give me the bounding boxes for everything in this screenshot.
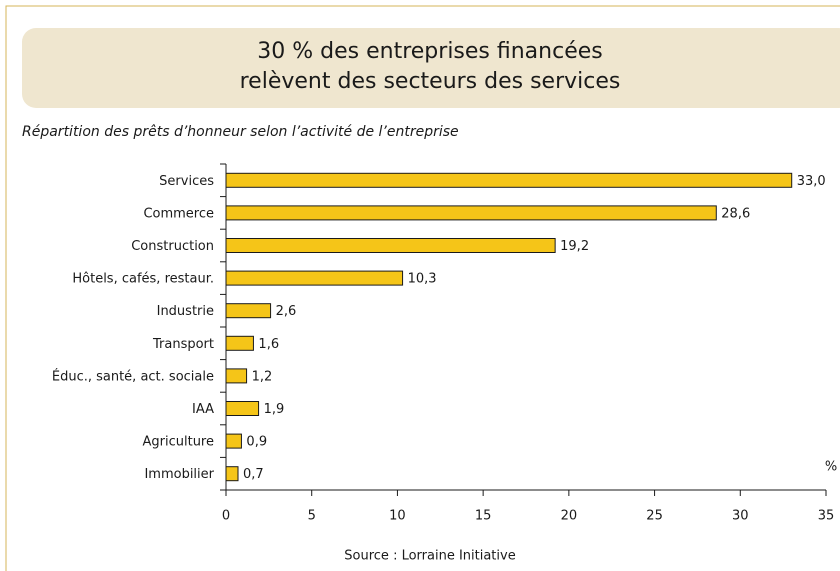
x-tick-label: 25 [646,509,663,524]
value-label: 1,9 [264,402,285,417]
x-tick-label: 35 [818,509,835,524]
bar [225,401,260,416]
value-label: 19,2 [560,239,589,254]
bar [225,368,248,384]
y-tick-label: Transport [152,337,214,352]
value-label: 10,3 [408,272,437,287]
value-label: 33,0 [797,174,826,189]
bar [225,433,242,449]
x-tick-label: 15 [475,509,492,524]
x-tick-label: 5 [308,509,316,524]
y-tick-label: Hôtels, cafés, restaur. [72,272,214,287]
x-unit: % [825,460,837,475]
title-box [22,28,840,108]
value-label: 0,9 [246,435,267,450]
subtitle: Répartition des prêts d’honneur selon l’… [22,124,459,140]
bar [225,205,717,221]
x-tick-label: 30 [732,509,749,524]
bar [225,238,556,253]
bar [225,466,239,482]
y-tick-label: IAA [192,402,214,417]
bar [225,303,272,319]
source: Source : Lorraine Initiative [344,549,515,564]
value-label: 1,6 [258,337,279,352]
value-label: 28,6 [721,206,750,221]
bar [225,172,793,188]
x-tick-label: 0 [222,509,230,524]
value-label: 1,2 [252,369,273,384]
chart-title: relèvent des secteurs des services [240,69,621,94]
bar [225,335,254,351]
x-tick-label: 10 [389,509,406,524]
y-tick-label: Éduc., santé, act. sociale [52,368,214,384]
bar [225,270,404,286]
chart-title: 30 % des entreprises financées [257,39,602,64]
frame [5,5,840,571]
y-tick-label: Commerce [143,206,214,221]
y-tick-label: Immobilier [144,467,214,482]
value-label: 0,7 [243,467,264,482]
y-tick-label: Agriculture [143,435,215,450]
value-label: 2,6 [276,304,297,319]
y-tick-label: Construction [131,239,214,254]
y-tick-label: Services [159,174,214,189]
y-tick-label: Industrie [157,304,214,319]
x-tick-label: 20 [561,509,578,524]
